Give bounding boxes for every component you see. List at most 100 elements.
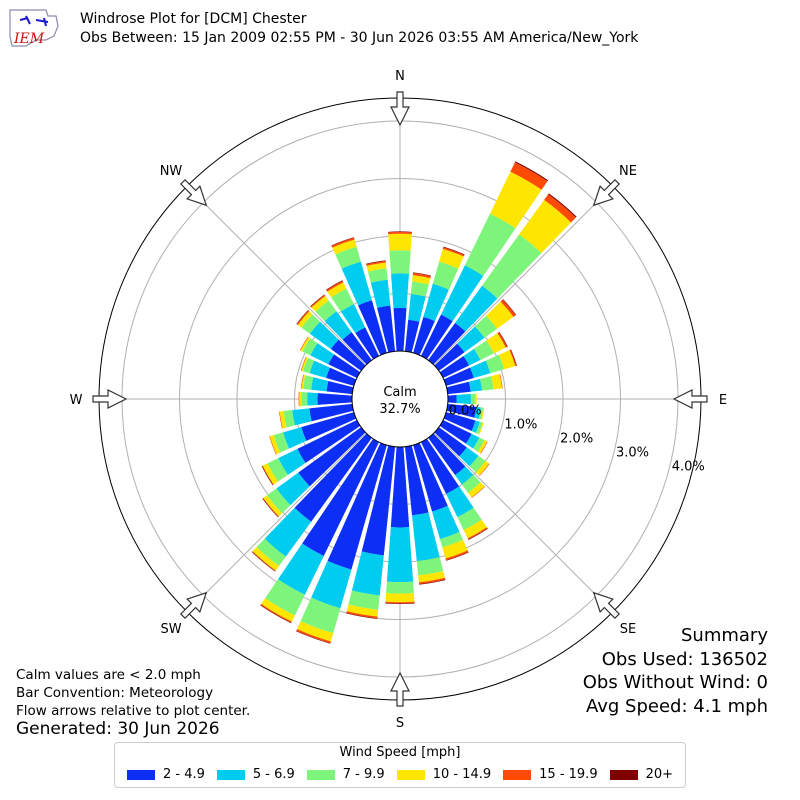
bar-segment: [283, 410, 295, 428]
summary-avg-speed: Avg Speed: 4.1 mph: [586, 695, 768, 717]
bar-segment: [361, 445, 396, 556]
bar-segment: [327, 442, 387, 570]
bar-segment: [310, 294, 325, 307]
legend-label: 10 - 14.9: [432, 767, 492, 782]
bar-segment: [265, 579, 305, 616]
grid-spoke: [186, 432, 367, 613]
bar-segment: [366, 260, 386, 267]
flow-arrow: [179, 178, 208, 207]
bar-segment: [468, 378, 483, 392]
bar-segment: [423, 283, 449, 322]
bar-segment: [459, 447, 479, 467]
radial-tick-label: 3.0%: [616, 445, 649, 460]
bar-segment: [366, 260, 386, 265]
bar-segment: [474, 315, 498, 338]
bar-segment: [367, 268, 388, 283]
bar-segment: [269, 436, 277, 455]
bar-segment: [315, 300, 337, 322]
bar-segment: [340, 304, 366, 334]
bar-segment: [269, 434, 281, 455]
radial-tick-label: 2.0%: [560, 431, 593, 446]
bar-segment: [346, 611, 378, 619]
bar-segment: [256, 538, 286, 566]
bar-segment: [297, 311, 313, 328]
bar-segment: [497, 332, 508, 348]
bar-segment: [385, 593, 415, 603]
bar-segment: [311, 295, 329, 312]
legend-item: 5 - 6.9: [216, 767, 295, 782]
bar-segment: [260, 604, 292, 624]
legend-swatch: [503, 769, 532, 780]
bar-segment: [464, 213, 516, 276]
flow-arrow: [592, 591, 621, 620]
bar-segment: [413, 272, 432, 277]
bar-segment: [461, 474, 481, 493]
bar-segment: [478, 422, 484, 435]
flow-arrow-shape: [390, 671, 410, 707]
bar-segment: [335, 246, 361, 269]
bar-segment: [283, 427, 307, 449]
bar-segment: [331, 237, 355, 248]
bar-segment: [393, 307, 407, 352]
bar-segment: [252, 551, 276, 572]
bar-segment: [300, 597, 341, 634]
bar-segment: [456, 393, 472, 405]
bar-segment: [470, 393, 476, 405]
bar-segment: [418, 571, 445, 583]
bar-segment: [326, 367, 357, 386]
bar-segment: [474, 406, 481, 419]
bar-segment: [455, 285, 498, 332]
bar-segment: [331, 288, 354, 312]
bar-segment: [443, 246, 465, 255]
legend-label: 5 - 6.9: [252, 767, 295, 782]
bar-segment: [326, 381, 354, 395]
legend-swatch: [216, 769, 245, 780]
bar-segment: [477, 440, 488, 454]
bar-segment: [514, 161, 549, 182]
bar-segment: [299, 391, 302, 407]
bar-segment: [486, 333, 506, 354]
flow-arrow-shape: [592, 591, 621, 620]
bar-segment: [311, 377, 329, 392]
bar-segment: [262, 465, 274, 485]
grid-spoke: [433, 185, 614, 366]
bar-segment: [262, 463, 278, 485]
bar-segment: [301, 357, 308, 372]
bar-segment: [480, 376, 494, 391]
bar-segment: [465, 433, 480, 449]
bar-segment: [311, 560, 352, 609]
bar-segment: [412, 275, 431, 285]
bar-segment: [296, 310, 310, 325]
bar-segment: [486, 301, 514, 329]
bar-segment: [481, 407, 485, 420]
bar-segment: [420, 314, 453, 360]
bar-segment: [419, 579, 446, 585]
bar-segment: [485, 354, 505, 374]
bar-segment: [331, 237, 355, 247]
bar-segment: [309, 321, 339, 349]
radial-tick-label: 4.0%: [672, 459, 705, 474]
bar-segment: [498, 350, 516, 370]
direction-label-s: S: [396, 716, 404, 731]
bar-segment: [439, 248, 464, 269]
radial-tick-label: 0.0%: [449, 404, 482, 419]
bar-segment: [510, 349, 517, 366]
flow-arrow-shape: [390, 91, 410, 127]
bar-segment: [355, 327, 380, 360]
calm-value: 32.7%: [379, 402, 420, 417]
bar-segment: [457, 507, 482, 531]
bar-segment: [439, 355, 470, 379]
bar-segment: [475, 460, 490, 476]
bar-segment: [346, 612, 378, 619]
legend-item: 20+: [609, 767, 673, 782]
legend-swatch: [396, 769, 425, 780]
bar-segment: [463, 519, 487, 539]
bar-segment: [342, 332, 372, 365]
bar-segment: [388, 231, 412, 235]
bar-segment: [468, 528, 488, 540]
bar-segment: [480, 441, 488, 454]
bar-segment: [309, 360, 330, 378]
legend-label: 2 - 4.9: [162, 767, 205, 782]
bar-segment: [300, 374, 304, 389]
bar-segment: [420, 438, 460, 494]
